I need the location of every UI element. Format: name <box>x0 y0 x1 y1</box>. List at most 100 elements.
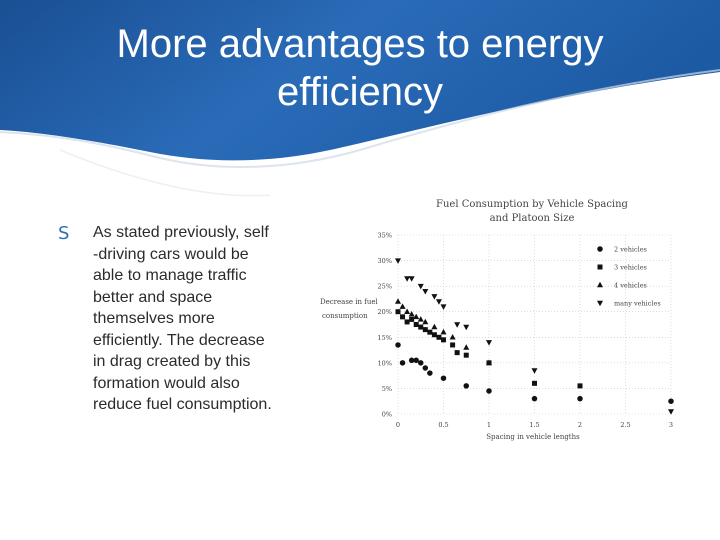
data-point-circle <box>440 375 447 381</box>
y-tick-label: 20% <box>378 308 392 316</box>
x-tick-label: 1.5 <box>529 421 539 429</box>
legend-marker-triangle <box>597 281 603 288</box>
banner-background <box>0 0 720 197</box>
data-point-square <box>441 337 446 343</box>
data-point-triangle-down <box>404 276 411 282</box>
data-point-square <box>436 334 442 340</box>
data-point-circle <box>531 395 538 402</box>
data-point-square <box>395 309 401 315</box>
data-point-triangle <box>399 303 406 309</box>
data-point-square <box>418 324 424 330</box>
data-point-triangle <box>395 298 401 304</box>
bullet-line: As stated previously, self <box>93 224 269 241</box>
y-tick-label: 30% <box>378 257 392 265</box>
grid-lines <box>397 234 672 415</box>
title-banner: More advantages to energy efficiency <box>0 0 720 200</box>
legend-label: 2 vehicles <box>614 246 647 254</box>
data-point-circle <box>577 395 583 402</box>
bullet-line: formation would also <box>93 374 240 392</box>
x-tick-label: 3 <box>669 421 673 429</box>
data-point-square <box>422 327 428 333</box>
y-axis-label-line: Decrease in fuel <box>320 298 379 306</box>
x-axis-label: Spacing in vehicle lengths <box>486 433 580 441</box>
x-tick-label: 0 <box>396 421 400 429</box>
data-point-square <box>577 383 583 389</box>
data-point-triangle-down <box>668 409 674 415</box>
data-point-square <box>463 352 469 358</box>
legend-marker-square <box>597 264 603 270</box>
legend: 2 vehicles 3 vehicles 4 vehicles many vehic… <box>597 246 661 308</box>
s-bullet-icon: S <box>58 223 70 244</box>
data-point-square <box>400 314 406 320</box>
legend-marker-triangle-down <box>597 300 603 307</box>
y-axis-label-line: consumption <box>322 312 368 320</box>
data-point-circle <box>418 360 424 366</box>
data-point-triangle-down <box>440 304 447 310</box>
data-point-circle <box>413 357 419 364</box>
data-point-square <box>532 380 537 386</box>
bullet-line: themselves more <box>93 310 215 327</box>
data-point-triangle <box>422 318 429 325</box>
data-point-circle <box>408 357 415 364</box>
data-point-triangle <box>404 308 411 314</box>
data-point-circle <box>668 398 674 404</box>
y-tick-label: 25% <box>378 283 392 291</box>
chart-title-line: and Platoon Size <box>490 213 575 224</box>
data-point-circle <box>399 360 406 366</box>
data-point-triangle <box>431 323 438 330</box>
bullet-line: in drag created by this <box>93 353 251 370</box>
data-point-circle <box>395 342 401 348</box>
x-tick-label: 2.5 <box>620 421 630 429</box>
y-tick-label: 15% <box>378 334 392 342</box>
data-point-triangle-down <box>431 294 438 300</box>
data-point-triangle <box>463 344 470 350</box>
data-point-triangle-down <box>422 289 429 295</box>
data-point-triangle <box>413 313 420 320</box>
data-point-square <box>450 342 456 348</box>
data-point-triangle-down <box>395 258 401 264</box>
data-point-square <box>431 332 437 338</box>
legend-marker-circle <box>597 246 603 252</box>
data-point-triangle-down <box>531 368 538 374</box>
x-tick-label: 2 <box>578 421 582 429</box>
bullet-line: efficiently. The decrease <box>93 331 265 349</box>
x-tick-label: 1 <box>487 421 491 429</box>
data-point-circle <box>422 365 429 371</box>
y-tick-label: 5% <box>382 385 392 393</box>
data-point-square <box>413 322 419 327</box>
data-point-square <box>427 329 433 335</box>
bullet-line: -driving cars would be <box>93 245 249 263</box>
data-point-triangle-down <box>408 276 415 282</box>
data-point-triangle-down <box>435 299 442 305</box>
data-point-circle <box>427 370 433 376</box>
data-point-triangle <box>440 328 447 335</box>
bullet-line: reduce fuel consumption. <box>93 396 272 413</box>
data-point-square <box>409 316 415 322</box>
data-point-triangle <box>408 311 415 317</box>
y-tick-label: 35% <box>378 232 392 240</box>
data-points <box>395 258 674 415</box>
fuel-consumption-chart: Fuel Consumption by Vehicle Spacing and … <box>320 199 674 441</box>
data-point-triangle <box>486 359 492 366</box>
data-point-circle <box>463 383 469 389</box>
data-point-square <box>454 350 460 356</box>
data-point-triangle-down <box>417 283 424 290</box>
data-point-triangle <box>417 316 424 322</box>
bullet-line: able to manage traffic <box>93 267 247 284</box>
data-point-circle <box>486 388 492 394</box>
data-point-triangle-down <box>454 322 461 328</box>
data-point-triangle-down <box>486 340 492 346</box>
legend-label: 4 vehicles <box>614 282 647 290</box>
data-point-triangle-down <box>463 324 470 331</box>
legend-label: 3 vehicles <box>614 264 647 272</box>
data-point-square <box>404 319 410 325</box>
x-tick-label: 0.5 <box>438 421 448 429</box>
data-point-triangle <box>449 334 456 340</box>
y-tick-label: 0% <box>382 411 392 419</box>
bullet-text: As stated previously, self -driving cars… <box>93 222 303 416</box>
y-tick-label: 10% <box>378 359 392 367</box>
legend-label: many vehicles <box>614 300 661 308</box>
tick-labels: 0% 5% 10% 15% 20% 25% 30% 35% 0 0.5 1 1.5 2 2.5 3 <box>378 232 674 430</box>
slide-title: More advantages to energy efficiency <box>116 22 604 114</box>
chart-title-line: Fuel Consumption by Vehicle Spacing <box>436 199 629 210</box>
